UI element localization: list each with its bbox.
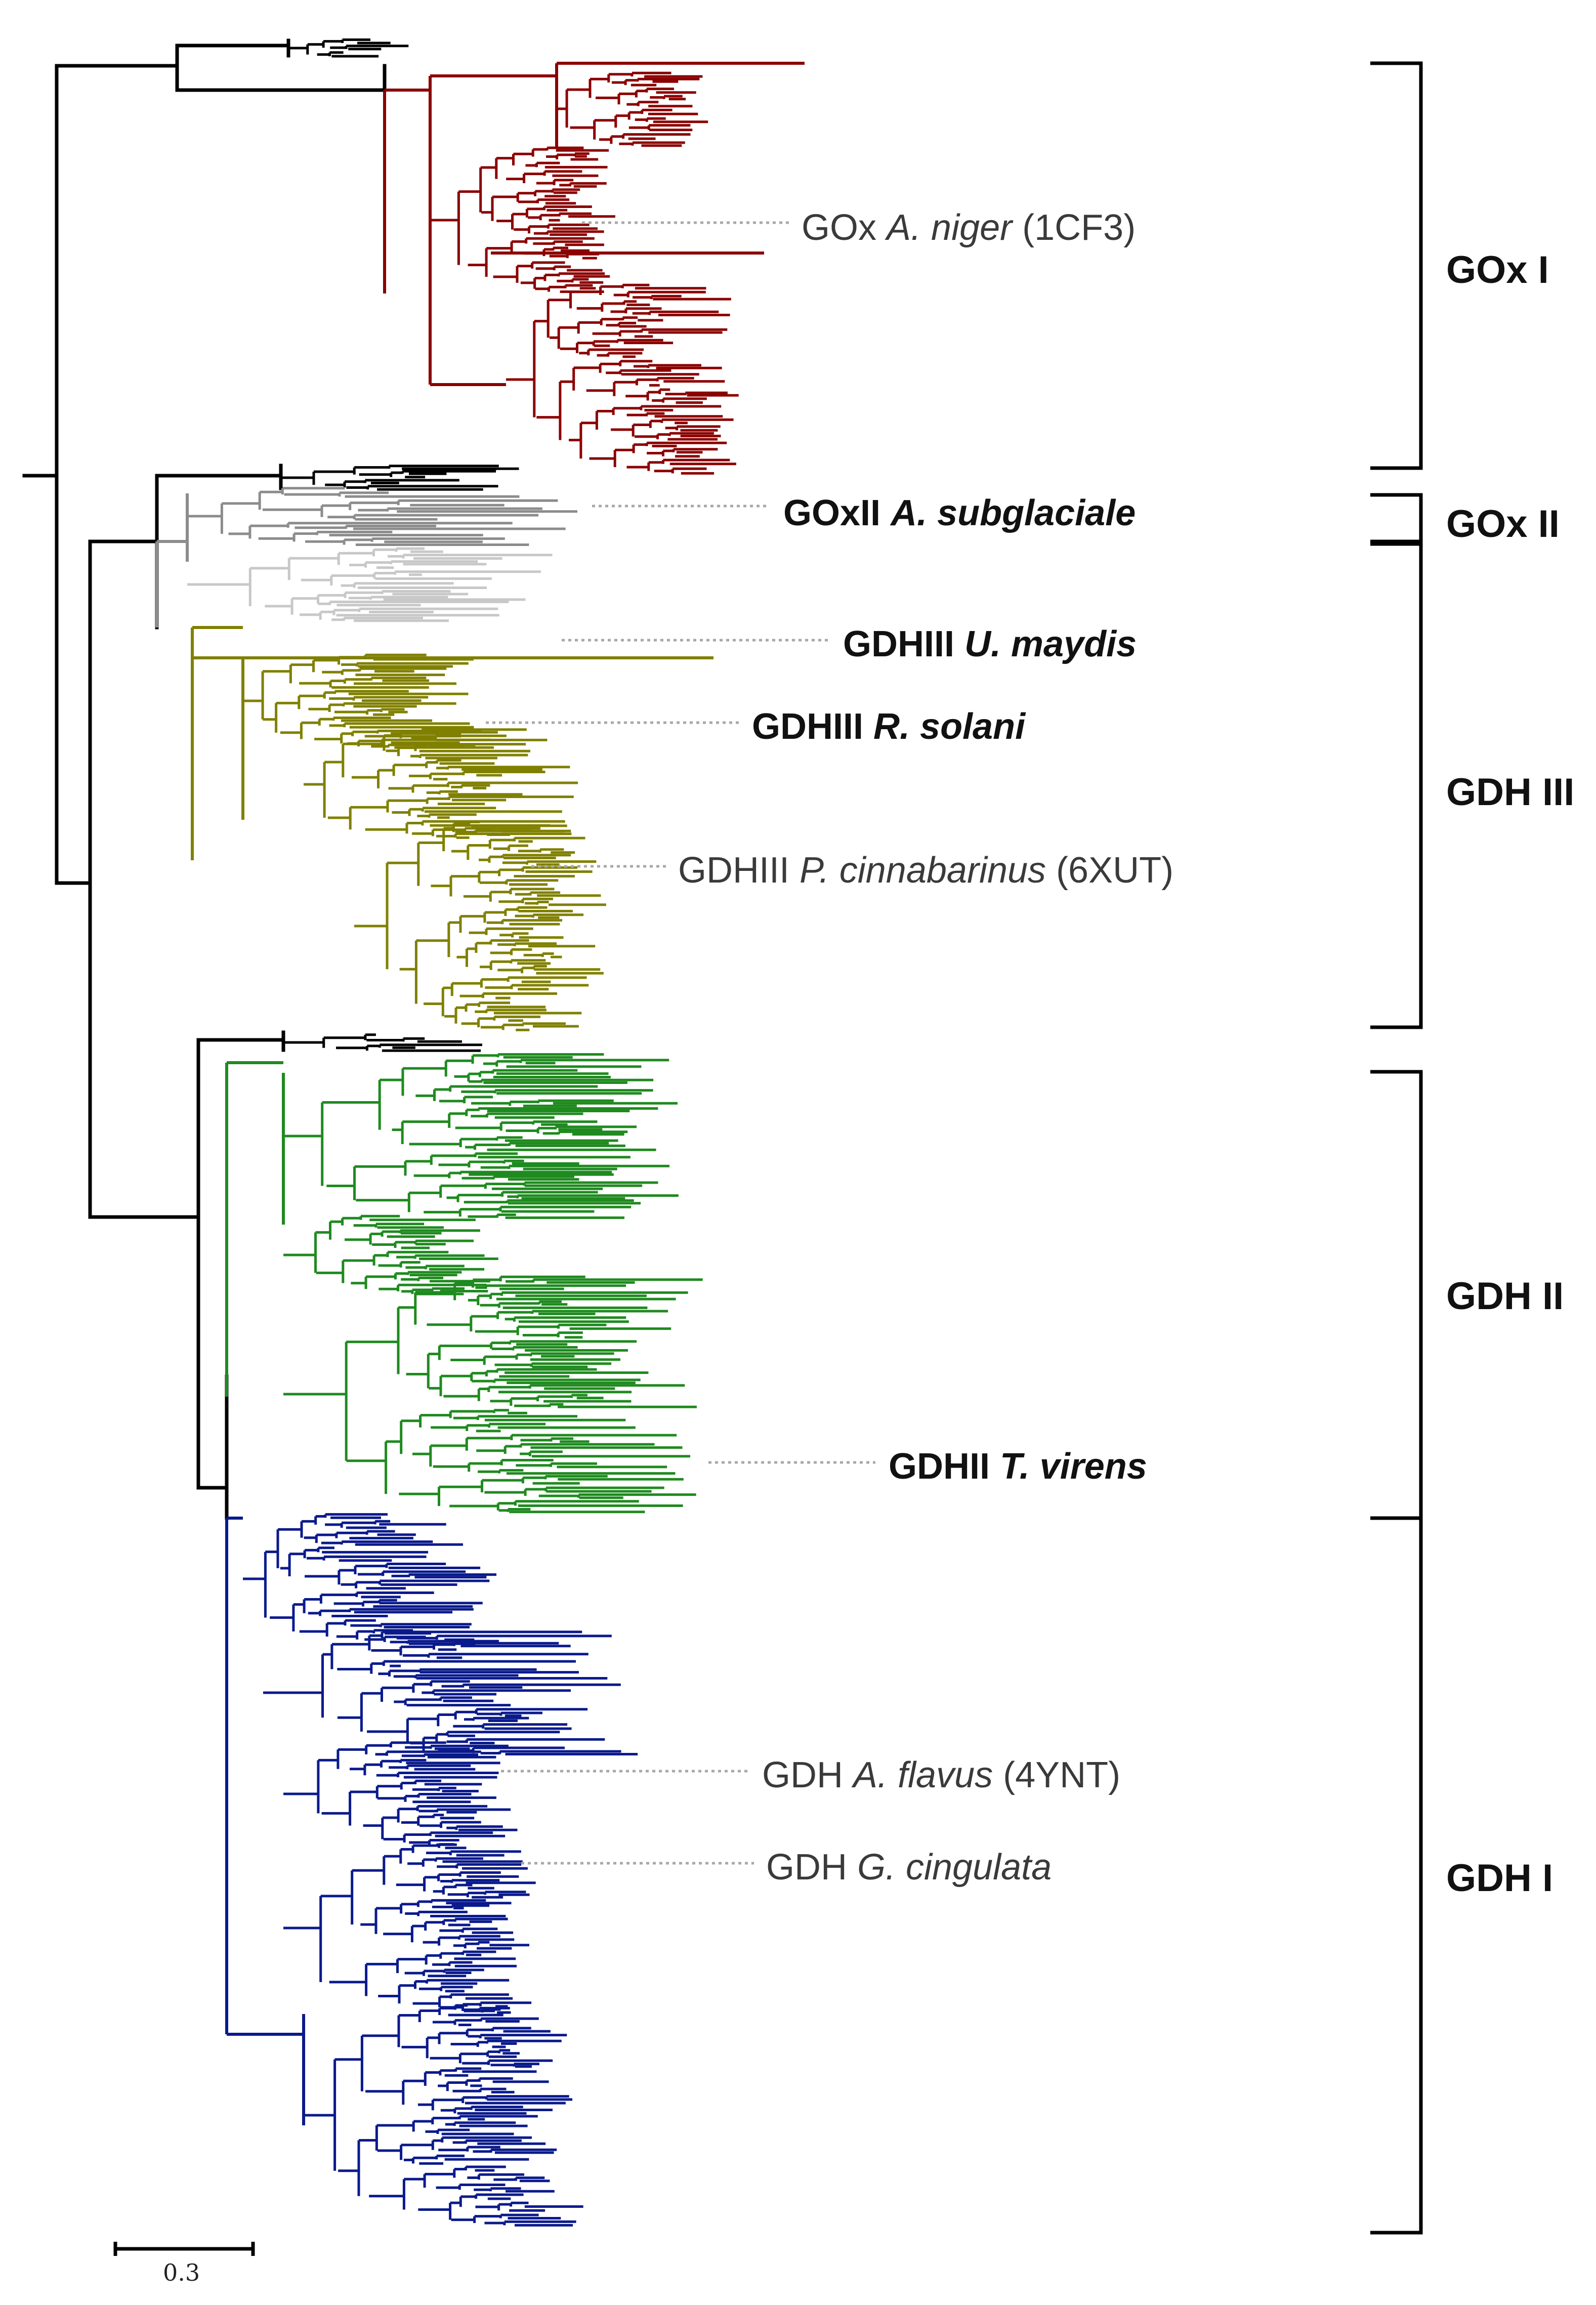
- clade-brackets: [1370, 61, 1423, 2235]
- tip-label-gdhiii-r-solani: GDHIII R. solani: [752, 706, 1026, 747]
- root-cluster-gdhii: [283, 1033, 482, 1052]
- clade-label-gdh-i: GDH I: [1446, 1857, 1553, 1900]
- clade-label-gdh-ii: GDH II: [1446, 1275, 1564, 1318]
- label-leaders: [486, 221, 875, 1865]
- gdh-i-subtree-b: [263, 1630, 638, 1755]
- gdh-ii-stem: [225, 1061, 285, 1397]
- gdh-ii-subtree-a: [283, 1053, 679, 1219]
- gdh-ii-subtree-b: [283, 1214, 498, 1295]
- gdh-i-connect: [227, 2014, 305, 2125]
- gox-ii-subtree: [187, 487, 577, 546]
- tree-subtrees: [155, 38, 805, 2227]
- gdh-iii-subtree-a: [243, 653, 494, 749]
- scale-bar-line: [113, 2242, 255, 2256]
- bracket-gox-ii: [1370, 493, 1423, 543]
- gox-i-connect: [429, 223, 506, 386]
- tip-label-gdh-g-cingulata: GDH G. cingulata: [766, 1847, 1052, 1888]
- tip-label-gdh-a-flavus: GDH A. flavus (4YNT): [762, 1755, 1121, 1795]
- gdh-i-subtree-e: [304, 2004, 583, 2227]
- bracket-gdh-iii: [1370, 542, 1423, 1029]
- gdh-i-subtree-a: [243, 1513, 499, 1645]
- gdh-ii-subtree-c: [283, 1275, 703, 1514]
- gdh-iii-top-branch: [191, 627, 713, 659]
- gox-ii-light-subtree: [187, 547, 553, 622]
- gox-i-subtree-mid: [430, 146, 615, 293]
- gdh-iii-stem: [191, 626, 244, 860]
- bracket-gox-i: [1370, 61, 1423, 470]
- gox-ii-stem: [155, 493, 189, 627]
- tree-trunk: [22, 38, 387, 1520]
- tip-label-gdhiii-p-cinnabarinus: GDHIII P. cinnabarinus (6XUT): [678, 850, 1174, 891]
- gdh-i-subtree-d: [283, 1843, 536, 2014]
- backbone-root: [22, 38, 387, 885]
- scale-bar: [113, 2242, 255, 2256]
- tip-label-goxii-a-subglaciale: GOxII A. subglaciale: [783, 493, 1136, 533]
- gox-i-subtree-top: [557, 71, 708, 147]
- bracket-gdh-ii: [1370, 1070, 1423, 1520]
- tip-label-gox-a-niger: GOx A. niger (1CF3): [802, 207, 1136, 248]
- backbone-upper: [55, 464, 283, 1219]
- tip-label-gdhiii-u-maydis: GDHIII U. maydis: [843, 624, 1137, 664]
- gdh-iii-subtree-c: [354, 820, 606, 1031]
- backbone-lower: [88, 1030, 285, 1520]
- gdh-iii-subtree-b: [304, 728, 578, 839]
- gdh-i-subtree-c: [283, 1741, 518, 1846]
- tip-label-gdhii-t-virens: GDHII T. virens: [889, 1446, 1147, 1487]
- root-cluster-goxii: [281, 465, 519, 491]
- gox-i-stem: [383, 76, 432, 294]
- clade-label-gdh-iii: GDH III: [1446, 771, 1575, 814]
- gox-i-long-branch: [430, 62, 805, 147]
- bracket-gdh-i: [1370, 1516, 1423, 2235]
- clade-label-gox-i: GOx I: [1446, 248, 1549, 291]
- root-cluster-top: [288, 38, 409, 58]
- gdh-i-stem: [225, 1517, 243, 2034]
- gox-i-subtree-bottom: [506, 283, 739, 475]
- clade-label-gox-ii: GOx II: [1446, 502, 1560, 546]
- scale-bar-label: 0.3: [163, 2259, 200, 2286]
